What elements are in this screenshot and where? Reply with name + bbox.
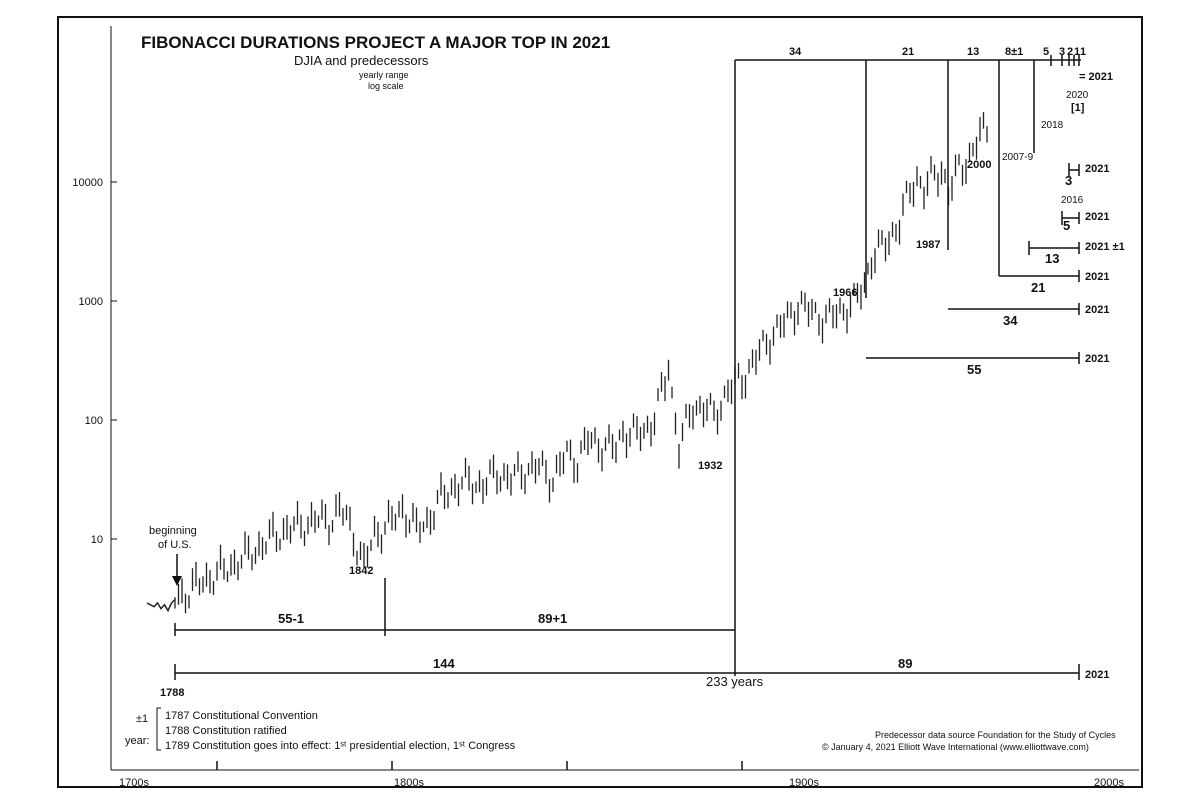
y-tick-label: 10 <box>91 534 103 546</box>
top-duration-21: 21 <box>902 46 914 58</box>
note-line-3: 1789 Constitution goes into effect: 1ˢᵗ … <box>165 740 516 752</box>
duration-lines <box>174 55 1081 680</box>
label-2016: 2016 <box>1061 195 1084 206</box>
note-year: year: <box>125 735 149 747</box>
label-1932: 1932 <box>698 460 722 472</box>
x-tick-label: 1700s <box>119 777 149 789</box>
projection-13-label: 13 <box>1045 251 1059 266</box>
chart-svg: FIBONACCI DURATIONS PROJECT A MAJOR TOP … <box>72 26 1139 789</box>
note-pm: ±1 <box>136 713 148 725</box>
projection-3-label: 3 <box>1065 173 1072 188</box>
top-duration-13: 13 <box>967 46 979 58</box>
projection-55-end: 2021 <box>1085 353 1109 365</box>
beginning-label-2: of U.S. <box>158 539 192 551</box>
top-duration-34: 34 <box>789 46 802 58</box>
label-2018: 2018 <box>1041 120 1064 131</box>
x-tick-label: 2000s <box>1094 777 1124 789</box>
pre-series-line <box>146 598 176 613</box>
y-axis: 10 100 1000 10000 <box>72 26 117 770</box>
chart-title: FIBONACCI DURATIONS PROJECT A MAJOR TOP … <box>141 33 610 52</box>
label-233-years: 233 years <box>706 674 764 689</box>
chart-frame: FIBONACCI DURATIONS PROJECT A MAJOR TOP … <box>57 16 1143 789</box>
label-1987: 1987 <box>916 239 940 251</box>
label-2007: 2007-9 <box>1002 152 1034 163</box>
source-line-2: © January 4, 2021 Elliott Wave Internati… <box>822 742 1089 752</box>
projection-21-end: 2021 <box>1085 271 1109 283</box>
projection-89-end: 2021 <box>1085 669 1109 681</box>
subtitle-line-1: yearly range <box>359 70 409 80</box>
note-bracket <box>156 707 161 751</box>
subtitle-line-2: log scale <box>368 81 404 91</box>
y-tick-label: 1000 <box>79 296 103 308</box>
note-line-2: 1788 Constitution ratified <box>165 725 287 737</box>
projection-3-end: 2021 <box>1085 163 1109 175</box>
x-tick-label: 1900s <box>789 777 819 789</box>
projection-5-label: 5 <box>1063 218 1070 233</box>
y-tick-label: 100 <box>85 415 103 427</box>
duration-89-1: 89+1 <box>538 611 567 626</box>
projection-55-label: 55 <box>967 362 981 377</box>
duration-144: 144 <box>433 656 455 671</box>
top-duration-5: 5 <box>1043 46 1049 58</box>
label-1842: 1842 <box>349 565 373 577</box>
price-series <box>146 112 988 614</box>
label-bracket-1: [1] <box>1071 102 1085 114</box>
projection-13-end: 2021 ±1 <box>1085 241 1125 253</box>
source-line-1: Predecessor data source Foundation for t… <box>875 730 1116 740</box>
x-tick-label: 1800s <box>394 777 424 789</box>
projection-34-label: 34 <box>1003 313 1018 328</box>
chart-subtitle: DJIA and predecessors <box>294 53 429 68</box>
label-1788: 1788 <box>160 687 184 699</box>
duration-89: 89 <box>898 656 912 671</box>
note-line-1: 1787 Constitutional Convention <box>165 710 318 722</box>
top-duration-8: 8±1 <box>1005 46 1023 58</box>
beginning-label-1: beginning <box>149 525 197 537</box>
x-axis: 1700s 1800s 1900s 2000s <box>111 761 1139 789</box>
projection-21-label: 21 <box>1031 280 1045 295</box>
top-duration-2: 2 <box>1067 46 1073 58</box>
label-2000: 2000 <box>967 159 991 171</box>
projection-5-end: 2021 <box>1085 211 1109 223</box>
label-eq-2021: = 2021 <box>1079 71 1113 83</box>
arrow-icon <box>172 554 182 586</box>
label-1966: 1966 <box>833 287 857 299</box>
y-tick-label: 10000 <box>72 177 103 189</box>
projection-34-end: 2021 <box>1085 304 1109 316</box>
top-duration-1b: 1 <box>1080 46 1086 58</box>
top-duration-1a: 1 <box>1074 46 1080 58</box>
label-2020: 2020 <box>1066 90 1089 101</box>
top-duration-3: 3 <box>1059 46 1065 58</box>
duration-55-1: 55-1 <box>278 611 304 626</box>
